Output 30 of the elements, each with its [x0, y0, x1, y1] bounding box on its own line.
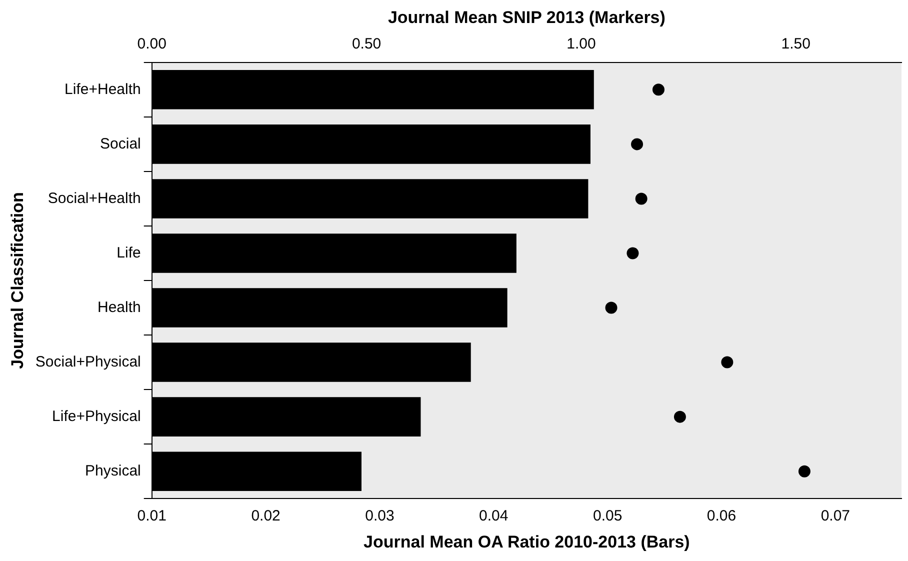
point	[626, 247, 639, 260]
point	[631, 138, 644, 150]
x-tick-label: 0.04	[479, 508, 508, 525]
y-tick-label: Life	[116, 244, 141, 262]
point	[605, 302, 618, 314]
x2-tick-label: 1.00	[566, 36, 596, 53]
x-tick-label: 0.05	[592, 508, 622, 525]
y-tick-label: Social+Physical	[35, 353, 141, 370]
y-tick-label: Social+Health	[48, 190, 141, 207]
x-tick-label: 0.07	[820, 508, 850, 525]
x2-tick-label: 1.50	[781, 36, 810, 53]
y-tick-label: Health	[98, 298, 141, 316]
x-tick-label: 0.01	[137, 508, 166, 525]
point	[674, 410, 686, 423]
x-tick-label: 0.06	[706, 508, 736, 525]
y-tick-label: Life+Health	[64, 80, 141, 98]
x2-axis-title: Journal Mean SNIP 2013 (Markers)	[388, 8, 666, 27]
y-axis-title: Journal Classification	[8, 192, 27, 369]
x2-tick-label: 0.50	[352, 36, 382, 53]
point	[798, 465, 810, 478]
x-tick-label: 0.02	[251, 508, 280, 525]
x-tick-label: 0.03	[365, 508, 394, 525]
point	[721, 356, 734, 368]
y-tick-label: Physical	[85, 462, 141, 480]
y-tick-label: Life+Physical	[52, 408, 141, 425]
point	[635, 192, 648, 205]
point	[652, 84, 664, 96]
x2-tick-label: 0.00	[137, 36, 166, 53]
y-tick-label: Social	[100, 135, 141, 152]
x-axis-title: Journal Mean OA Ratio 2010-2013 (Bars)	[364, 532, 690, 552]
